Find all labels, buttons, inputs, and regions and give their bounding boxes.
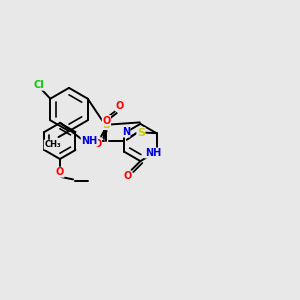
- Text: O: O: [123, 171, 132, 181]
- Text: NH: NH: [145, 148, 161, 158]
- Text: Cl: Cl: [34, 80, 44, 90]
- Text: N: N: [122, 127, 130, 137]
- Text: NH: NH: [81, 136, 98, 146]
- Text: CH₃: CH₃: [44, 140, 61, 149]
- Text: S: S: [103, 119, 110, 130]
- Text: O: O: [56, 167, 64, 177]
- Text: O: O: [93, 139, 102, 149]
- Text: O: O: [115, 101, 124, 111]
- Text: O: O: [102, 116, 110, 126]
- Text: S: S: [137, 128, 145, 138]
